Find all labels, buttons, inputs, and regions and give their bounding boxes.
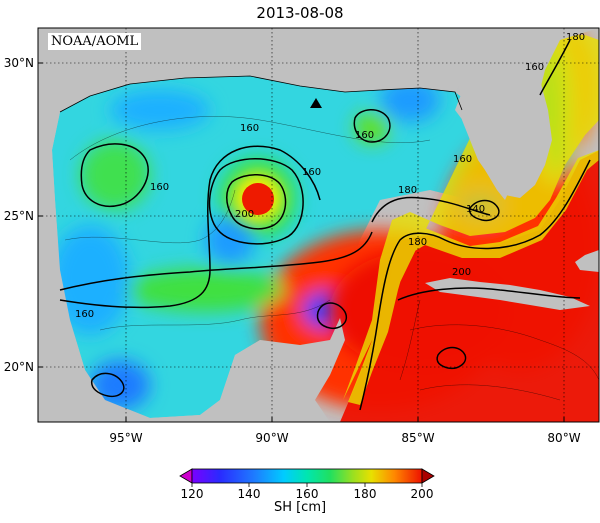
map-title: 2013-08-08 — [256, 4, 344, 22]
graticule — [38, 28, 599, 422]
contour-label: 180 — [566, 32, 585, 43]
colorbar: 120 140 160 180 200 — [179, 468, 435, 501]
colorbar-tick: 120 — [181, 487, 204, 501]
colorbar-tick: 180 — [354, 487, 377, 501]
colorbar-low-arrow — [179, 468, 193, 484]
lat-tick-label: 20°N — [4, 360, 34, 374]
credit-label: NOAA/AOML — [48, 33, 142, 50]
contour-label: 160 — [150, 182, 169, 193]
contour-label: 160 — [525, 62, 544, 73]
contour-lines — [59, 39, 591, 411]
axis-ticks — [38, 62, 565, 422]
contour-label-group: 160 160 160 160 160 160 160 180 180 180 … — [75, 32, 585, 320]
contour-label: 160 — [75, 309, 94, 320]
contour-label: 160 — [453, 154, 472, 165]
triangle-marker-icon — [310, 98, 322, 108]
lon-tick-label: 80°W — [547, 431, 580, 445]
contour-label: 160 — [355, 130, 374, 141]
contour-label: 160 — [240, 123, 259, 134]
lat-tick-label: 30°N — [4, 56, 34, 70]
colorbar-tick: 160 — [296, 487, 319, 501]
contour-label: 200 — [452, 267, 471, 278]
florida-peninsula — [458, 35, 552, 198]
map-frame — [37, 27, 600, 423]
lat-tick-label: 25°N — [4, 209, 34, 223]
coastlines — [38, 28, 599, 422]
colorbar-tick: 200 — [411, 487, 434, 501]
colorbar-tick: 140 — [238, 487, 261, 501]
contour-label: 200 — [235, 209, 254, 220]
contour-label: 180 — [398, 185, 417, 196]
lon-tick-label: 95°W — [109, 431, 142, 445]
lon-tick-label: 85°W — [401, 431, 434, 445]
colorbar-high-arrow — [421, 468, 435, 484]
contour-label: 160 — [302, 167, 321, 178]
colorbar-label: SH [cm] — [273, 500, 327, 515]
contour-label: 140 — [466, 204, 485, 215]
colorbar-ramp — [191, 468, 423, 484]
lon-tick-label: 90°W — [255, 431, 288, 445]
contour-label: 180 — [408, 237, 427, 248]
minor-contours — [64, 116, 599, 401]
